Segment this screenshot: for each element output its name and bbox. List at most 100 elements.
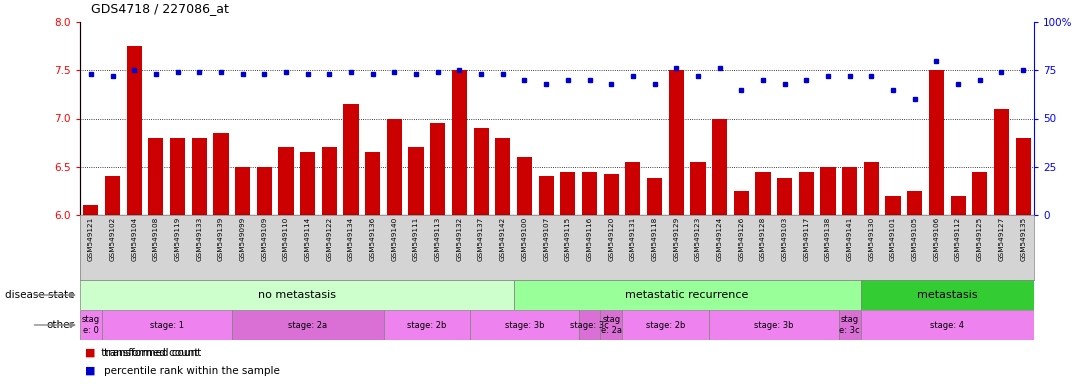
- Text: GSM549116: GSM549116: [586, 217, 593, 261]
- Text: GSM549126: GSM549126: [738, 217, 745, 261]
- Text: GSM549133: GSM549133: [196, 217, 202, 261]
- Text: GSM549119: GSM549119: [174, 217, 181, 261]
- Bar: [929, 70, 944, 384]
- Text: GSM549127: GSM549127: [999, 217, 1005, 261]
- Text: GSM549112: GSM549112: [955, 217, 961, 261]
- Bar: [383, 310, 470, 340]
- Text: GSM549137: GSM549137: [478, 217, 484, 261]
- Bar: [994, 109, 1009, 384]
- Bar: [516, 157, 532, 384]
- Text: GSM549102: GSM549102: [110, 217, 115, 261]
- Text: GSM549113: GSM549113: [435, 217, 441, 261]
- Bar: [864, 162, 879, 384]
- Text: GSM549099: GSM549099: [240, 217, 245, 261]
- Bar: [709, 310, 839, 340]
- Bar: [625, 162, 640, 384]
- Bar: [539, 176, 554, 384]
- Bar: [101, 310, 231, 340]
- Text: GSM549118: GSM549118: [652, 217, 657, 261]
- Bar: [470, 310, 579, 340]
- Text: GSM549138: GSM549138: [825, 217, 831, 261]
- Bar: [386, 119, 402, 384]
- Bar: [343, 104, 358, 384]
- Bar: [409, 147, 424, 384]
- Text: metastasis: metastasis: [917, 290, 978, 300]
- Text: GSM549109: GSM549109: [261, 217, 267, 261]
- Text: GSM549117: GSM549117: [804, 217, 809, 261]
- Text: GSM549141: GSM549141: [847, 217, 852, 261]
- Text: GSM549100: GSM549100: [522, 217, 527, 261]
- Text: stage: 4: stage: 4: [931, 321, 964, 329]
- Text: no metastasis: no metastasis: [258, 290, 336, 300]
- Bar: [148, 138, 164, 384]
- Text: disease state: disease state: [5, 290, 74, 300]
- Text: GSM549105: GSM549105: [911, 217, 918, 261]
- Text: GSM549130: GSM549130: [868, 217, 875, 261]
- Text: stag
e: 2a: stag e: 2a: [600, 315, 622, 335]
- Text: GSM549140: GSM549140: [392, 217, 397, 261]
- Text: percentile rank within the sample: percentile rank within the sample: [103, 366, 280, 376]
- Bar: [712, 119, 727, 384]
- Bar: [839, 310, 861, 340]
- Text: GSM549139: GSM549139: [218, 217, 224, 261]
- Bar: [105, 176, 121, 384]
- Text: GSM549120: GSM549120: [608, 217, 614, 261]
- Text: GSM549121: GSM549121: [88, 217, 94, 261]
- Bar: [907, 191, 922, 384]
- Text: GSM549122: GSM549122: [326, 217, 332, 261]
- Bar: [231, 310, 383, 340]
- Bar: [192, 138, 207, 384]
- Text: GSM549108: GSM549108: [153, 217, 159, 261]
- Bar: [279, 147, 294, 384]
- Text: metastatic recurrence: metastatic recurrence: [625, 290, 749, 300]
- Bar: [604, 174, 619, 384]
- Bar: [861, 310, 1034, 340]
- Bar: [622, 310, 709, 340]
- Bar: [1016, 138, 1031, 384]
- Bar: [452, 70, 467, 384]
- Bar: [843, 167, 858, 384]
- Text: GSM549132: GSM549132: [456, 217, 463, 261]
- Bar: [755, 172, 770, 384]
- Text: ■  transformed count: ■ transformed count: [85, 348, 199, 358]
- Text: GSM549107: GSM549107: [543, 217, 549, 261]
- Text: GSM549115: GSM549115: [565, 217, 571, 261]
- Bar: [257, 167, 272, 384]
- Bar: [886, 196, 901, 384]
- Bar: [365, 152, 380, 384]
- Bar: [322, 147, 337, 384]
- Bar: [950, 196, 965, 384]
- Text: GSM549124: GSM549124: [717, 217, 723, 261]
- Bar: [734, 191, 749, 384]
- Bar: [495, 138, 510, 384]
- Text: GDS4718 / 227086_at: GDS4718 / 227086_at: [90, 2, 228, 15]
- Text: other: other: [46, 320, 74, 330]
- Text: stage: 3b: stage: 3b: [754, 321, 794, 329]
- Bar: [430, 123, 445, 384]
- Text: ■: ■: [85, 366, 96, 376]
- Text: stage: 3c: stage: 3c: [570, 321, 609, 329]
- Bar: [861, 280, 1034, 310]
- Text: GSM549103: GSM549103: [781, 217, 788, 261]
- Text: stage: 3b: stage: 3b: [505, 321, 544, 329]
- Bar: [798, 172, 813, 384]
- Text: GSM549106: GSM549106: [934, 217, 939, 261]
- Text: GSM549123: GSM549123: [695, 217, 700, 261]
- Text: stage: 2b: stage: 2b: [407, 321, 447, 329]
- Bar: [582, 172, 597, 384]
- Text: stage: 2a: stage: 2a: [288, 321, 327, 329]
- Bar: [83, 205, 98, 384]
- Text: GSM549135: GSM549135: [1020, 217, 1027, 261]
- Bar: [820, 167, 836, 384]
- Text: GSM549114: GSM549114: [305, 217, 311, 261]
- Bar: [235, 167, 251, 384]
- Bar: [973, 172, 988, 384]
- Text: GSM549111: GSM549111: [413, 217, 419, 261]
- Text: GSM549104: GSM549104: [131, 217, 138, 261]
- Text: stag
e: 0: stag e: 0: [82, 315, 100, 335]
- Text: GSM549101: GSM549101: [890, 217, 896, 261]
- Bar: [600, 310, 622, 340]
- Text: GSM549142: GSM549142: [499, 217, 506, 261]
- Bar: [691, 162, 706, 384]
- Text: GSM549134: GSM549134: [348, 217, 354, 261]
